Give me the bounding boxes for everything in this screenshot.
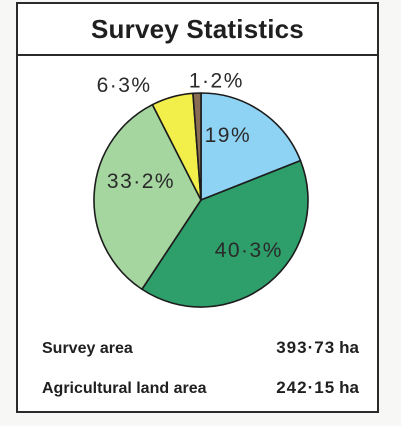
pie-label-4: 6·3% <box>97 74 152 97</box>
agricultural-area-number: 242·15 <box>276 378 336 397</box>
pie-label-3: 33·2% <box>107 170 175 193</box>
pie-label-2: 40·3% <box>215 239 283 262</box>
survey-area-label: Survey area <box>42 340 133 357</box>
pie-slice-3 <box>93 103 202 291</box>
panel-header: Survey Statistics <box>18 4 377 56</box>
survey-area-number: 393·73 <box>276 338 336 357</box>
pie-label-5: 1·2% <box>189 70 244 93</box>
stat-row-survey-area: Survey area 393·73 ha <box>42 338 359 362</box>
stat-row-agricultural-area: Agricultural land area 242·15 ha <box>42 378 359 402</box>
agricultural-area-label: Agricultural land area <box>42 380 207 397</box>
pie-chart: 19% 40·3% 33·2% 6·3% 1·2% <box>93 70 309 308</box>
statistics-panel: Survey Statistics 19% 40·3% 33·2% 6·3% 1·2% … <box>16 2 379 413</box>
pie-label-1: 19% <box>205 124 252 147</box>
pie-slice-1 <box>200 92 302 201</box>
survey-area-value: 393·73 ha <box>276 338 359 358</box>
agricultural-area-value: 242·15 ha <box>276 378 359 398</box>
agricultural-area-unit: ha <box>339 378 359 397</box>
panel-title: Survey Statistics <box>91 13 304 44</box>
pie-slice-2 <box>141 159 309 308</box>
survey-area-unit: ha <box>339 338 359 357</box>
pie-slice-5 <box>192 92 202 201</box>
